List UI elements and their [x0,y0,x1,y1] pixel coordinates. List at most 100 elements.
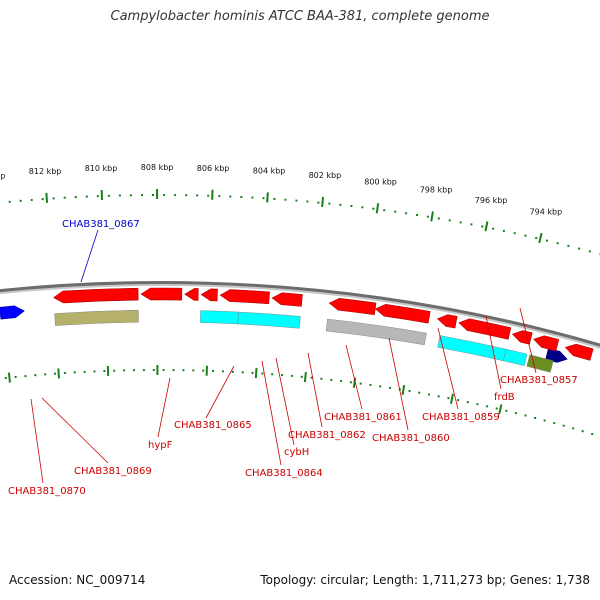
inner-dotted-ring [202,369,205,372]
outer-dotted-ring [361,206,364,209]
inner-dotted-ring [310,376,313,379]
outer-dotted-ring [470,223,473,226]
inner-dotted-ring [290,374,293,377]
ruler-major-tick [484,221,489,232]
outer-dotted-ring [118,194,121,197]
inner-dotted-ring [271,373,274,376]
inner-dotted-ring [113,369,116,372]
outer-dotted-ring [129,194,132,197]
ruler-tick-label: 800 kbp [364,178,397,187]
inner-dotted-ring [63,372,66,374]
gene-label: CHAB381_0864 [245,468,323,479]
inner-dotted-ring [83,370,86,373]
outer-dotted-ring [96,195,99,198]
ruler-tick-label: 812 kbp [29,167,62,176]
outer-dotted-ring [19,199,22,202]
outer-dotted-ring [229,195,232,198]
inner-dotted-ring [330,378,333,381]
outer-dotted-ring [448,219,451,222]
ruler-major-tick [375,203,380,214]
gene-label: CHAB381_0861 [324,412,402,423]
inner-ring-tick [7,372,11,383]
gene-label-leader [519,307,537,374]
inner-dotted-ring [369,383,372,386]
outer-dotted-ring [339,203,342,206]
outer-dotted-ring [492,227,495,230]
outer-dotted-ring [207,194,210,197]
inner-dotted-ring [182,369,185,372]
ruler-tick-label: 808 kbp [141,163,174,172]
inner-dotted-ring [349,381,352,384]
gene-label: CHAB381_0860 [372,433,450,444]
inner-ring-tick [449,393,454,404]
inner-dotted-ring [553,422,556,425]
outer-dotted-ring [405,212,408,215]
map-title: Campylobacter hominis ATCC BAA-381, comp… [110,9,490,24]
cog-bar [54,309,139,326]
outer-dotted-ring [556,242,559,245]
inner-dotted-ring [340,380,343,382]
outer-dotted-ring [459,221,462,224]
outer-dotted-ring [52,197,55,200]
gene-label-leader [345,344,363,410]
outer-dotted-ring [107,194,110,197]
inner-dotted-ring [408,390,411,392]
outer-dotted-ring [8,200,11,203]
outer-dotted-ring [535,237,538,240]
outer-dotted-ring [513,232,516,235]
ruler-tick-label: 798 kbp [420,186,453,195]
ruler-tick-label: 802 kbp [309,171,342,180]
inner-dotted-ring [152,369,155,371]
cog-bar [200,310,239,325]
accession-text: Accession: NC_009714 [9,573,146,587]
outer-dotted-ring [152,194,154,196]
ruler-major-tick [45,192,49,203]
outer-dotted-ring [588,250,591,253]
cog-bar [503,348,528,366]
inner-dotted-ring [418,391,421,394]
inner-dotted-ring [476,403,479,406]
outer-dotted-ring [74,196,77,199]
inner-dotted-ring [447,397,450,400]
outer-dotted-ring [240,196,243,198]
inner-ring-tick [498,404,503,415]
gene-label: frdB [494,392,515,403]
inner-dotted-ring [505,409,508,412]
gene-label: hypF [148,440,173,451]
inner-dotted-ring [466,401,469,404]
inner-dotted-ring [261,372,264,375]
gene-label-leader [437,327,459,410]
reverse-gene-arrow [564,343,594,361]
inner-dotted-ring [73,371,76,374]
ruler-tick-label: 804 kbp [253,167,286,176]
outer-dotted-ring [85,195,88,198]
inner-dotted-ring [486,405,489,408]
gene-label: CHAB381_0867 [62,219,140,230]
inner-dotted-ring [54,372,56,375]
genome-summary-text: Topology: circular; Length: 1,711,273 bp… [260,573,590,587]
gene-label-leader [30,398,44,484]
ruler-tick-label: 814 kbp [0,172,6,181]
ruler-major-tick [266,192,269,203]
outer-dotted-ring [141,194,143,197]
inner-dotted-ring [251,371,254,374]
gene-label: cybH [284,447,309,458]
outer-dotted-ring [426,215,429,218]
inner-dotted-ring [428,393,430,396]
inner-dotted-ring [103,370,106,372]
reverse-gene-arrow [328,298,377,316]
outer-dotted-ring [251,196,254,199]
inner-dotted-ring [562,424,565,427]
outer-dotted-ring [273,197,276,200]
cog-bar [437,335,507,362]
inner-ring-tick [57,368,60,379]
ruler-major-tick [538,232,543,244]
gene-label-leader [157,377,171,438]
inner-dotted-ring [591,433,594,435]
gene-label: CHAB381_0870 [8,486,86,497]
gene-label-leader [388,337,409,431]
inner-dotted-ring [93,370,96,373]
outer-dotted-ring [383,209,386,212]
outer-dotted-ring [63,196,66,199]
